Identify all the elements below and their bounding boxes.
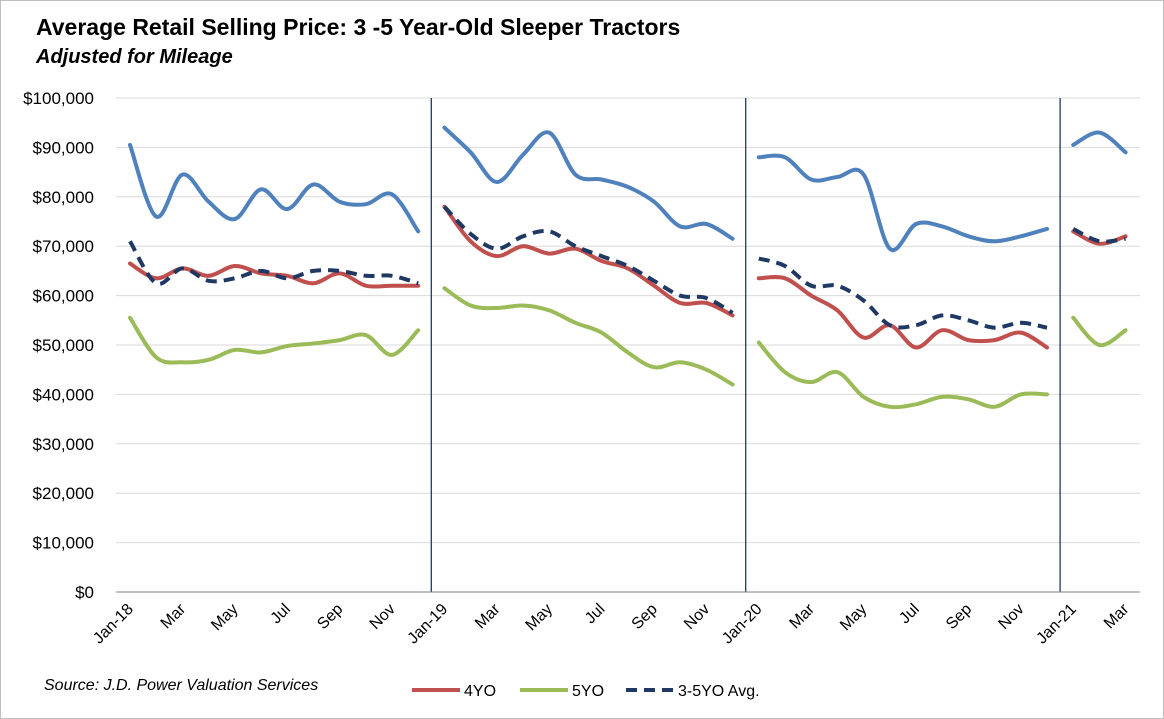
y-tick-label: $0 bbox=[75, 583, 94, 602]
y-tick-label: $70,000 bbox=[33, 237, 94, 256]
series-line-3-5yo-avg bbox=[758, 256, 1048, 330]
series-line-4yo bbox=[442, 204, 735, 318]
legend: 4YO 5YO 3-5YO Avg. bbox=[412, 683, 760, 700]
series-line-3-5yo-avg bbox=[1072, 227, 1126, 244]
chart-title: Average Retail Selling Price: 3 -5 Year-… bbox=[36, 14, 681, 40]
y-tick-label: $60,000 bbox=[33, 287, 94, 306]
x-tick-label: Jul bbox=[896, 601, 922, 627]
series-line-4yo bbox=[128, 261, 421, 289]
x-tick-label: Mar bbox=[158, 600, 190, 632]
series-line-5yo bbox=[128, 315, 421, 365]
y-tick-label: $80,000 bbox=[33, 188, 94, 207]
year-dividers bbox=[430, 98, 1061, 592]
x-tick-label: May bbox=[523, 601, 556, 634]
series-line-unlabeled bbox=[442, 125, 735, 241]
series-line-unlabeled bbox=[1071, 130, 1128, 155]
x-tick-label: Mar bbox=[1101, 600, 1133, 632]
chart-subtitle: Adjusted for Mileage bbox=[36, 46, 233, 68]
series-line-3-5yo-avg bbox=[128, 240, 419, 286]
x-tick-label: Mar bbox=[787, 600, 819, 632]
y-tick-label: $90,000 bbox=[33, 138, 94, 157]
x-tick-label: Nov bbox=[367, 601, 399, 633]
x-tick-label: Sep bbox=[943, 601, 975, 633]
x-tick-label: May bbox=[208, 601, 241, 634]
x-axis: Jan-18 Mar May Jul Sep Nov Jan-19 Mar May Jul Sep N… bbox=[90, 591, 1140, 648]
y-tick-label: $40,000 bbox=[33, 385, 94, 404]
series-line-3-5yo-avg bbox=[442, 205, 734, 315]
series-line-5yo bbox=[442, 286, 735, 387]
legend-label-5yo: 5YO bbox=[572, 683, 604, 700]
x-tick-label: Jan-20 bbox=[719, 601, 766, 648]
x-tick-label: Sep bbox=[629, 601, 661, 633]
series-line-4yo bbox=[756, 275, 1049, 350]
y-tick-label: $50,000 bbox=[33, 336, 94, 355]
x-tick-label: Jan-21 bbox=[1033, 601, 1080, 648]
x-tick-label: May bbox=[837, 601, 870, 634]
x-tick-label: Jan-18 bbox=[90, 601, 137, 648]
y-tick-label: $100,000 bbox=[23, 89, 94, 108]
y-axis-ticks: $0 $10,000 $20,000 $30,000 $40,000 $50,000 $60… bbox=[23, 89, 94, 602]
x-tick-label: Mar bbox=[472, 600, 504, 632]
series-line-5yo bbox=[1071, 315, 1128, 348]
legend-label-4yo: 4YO bbox=[464, 683, 496, 700]
series-line-4yo bbox=[1071, 229, 1128, 246]
x-tick-label: Jul bbox=[582, 601, 608, 627]
x-tick-label: Jan-19 bbox=[405, 601, 452, 648]
source-note: Source: J.D. Power Valuation Services bbox=[44, 677, 319, 694]
gridlines bbox=[116, 97, 1140, 593]
y-tick-label: $10,000 bbox=[33, 534, 94, 553]
series-line-unlabeled bbox=[756, 153, 1049, 253]
x-tick-label: Nov bbox=[681, 601, 713, 633]
series-lines bbox=[128, 125, 1128, 410]
y-tick-label: $20,000 bbox=[33, 484, 94, 503]
series-line-unlabeled bbox=[128, 142, 421, 234]
legend-label-3-5yo-avg: 3-5YO Avg. bbox=[678, 683, 760, 700]
series-line-5yo bbox=[756, 340, 1049, 410]
x-tick-label: Sep bbox=[314, 601, 346, 633]
x-tick-label: Nov bbox=[995, 601, 1027, 633]
x-tick-label: Jul bbox=[268, 601, 294, 627]
y-tick-label: $30,000 bbox=[33, 435, 94, 454]
